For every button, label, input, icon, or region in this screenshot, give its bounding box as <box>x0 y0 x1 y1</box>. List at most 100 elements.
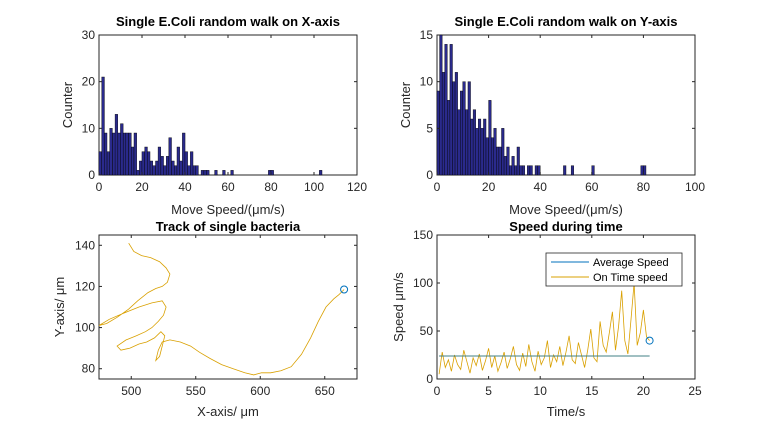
histogram-y-bar <box>483 118 487 176</box>
histogram-x-bar <box>319 170 323 176</box>
speed-legend: Average Speed On Time speed <box>545 252 683 287</box>
histogram-y-bar <box>506 146 510 176</box>
speed-ticks: 0 5 10 15 20 25 0 50 100 150 <box>413 228 702 398</box>
histogram-x-bar <box>203 170 207 176</box>
histogram-y-bar <box>475 128 479 176</box>
histogram-y-ticks: 0 20 40 60 80 100 0 5 10 15 <box>420 28 706 194</box>
histogram-x-bar <box>230 170 234 176</box>
histogram-x-bar <box>182 132 186 176</box>
speed-ylabel: Speed μm/s <box>391 272 406 342</box>
histogram-x-bars <box>98 76 323 176</box>
legend-average-speed-label: Average Speed <box>593 257 669 269</box>
track-xtick-label: 500 <box>121 384 141 398</box>
histogram-y-bar <box>454 72 458 176</box>
histogram-x-bar <box>190 151 194 176</box>
track-xlabel: X-axis/ μm <box>197 404 259 419</box>
histogram-y-bar <box>449 44 453 176</box>
histogram-x-bar <box>128 132 132 176</box>
histogram-x-bar <box>123 132 127 176</box>
histogram-y-bar <box>591 165 595 176</box>
histogram-y-bar <box>496 146 500 176</box>
histogram-x-bar <box>157 146 161 176</box>
histogram-x-xtick-label: 60 <box>221 180 235 194</box>
track-path-line <box>98 242 345 376</box>
histogram-y-bar <box>501 128 505 176</box>
histogram-y-panel: 0 20 40 60 80 100 0 5 10 15 Single E.Coli random … <box>398 14 705 217</box>
speed-xtick-label: 15 <box>585 384 599 398</box>
histogram-x-bar <box>179 160 183 176</box>
on-time-speed-line <box>438 282 650 375</box>
histogram-y-bar <box>488 100 492 176</box>
histogram-x-bar <box>163 165 167 176</box>
histogram-y-bar <box>516 146 520 176</box>
speed-xtick-label: 5 <box>485 384 492 398</box>
histogram-x-bar <box>104 132 108 176</box>
histogram-x-bar <box>200 170 204 176</box>
speed-plot <box>438 282 654 375</box>
legend-on-time-speed-label: On Time speed <box>593 272 668 284</box>
histogram-y-bar <box>457 109 461 176</box>
histogram-x-xtick-label: 100 <box>304 180 324 194</box>
histogram-x-bar <box>184 151 188 176</box>
histogram-x-bar <box>155 160 159 176</box>
histogram-y-bar <box>470 118 474 176</box>
histogram-y-bar <box>460 90 464 176</box>
histogram-x-xtick-label: 20 <box>135 180 149 194</box>
legend-box <box>545 252 683 287</box>
histogram-x-bar <box>176 146 180 176</box>
histogram-y-bar <box>537 165 541 176</box>
histogram-x-ytick-label: 30 <box>82 28 96 42</box>
histogram-x-bar <box>109 128 113 176</box>
histogram-y-bar <box>444 44 448 176</box>
histogram-y-xlabel: Move Speed/(μm/s) <box>509 202 623 217</box>
histogram-x-ytick-label: 20 <box>82 75 96 89</box>
histogram-x-bar <box>195 165 199 176</box>
histogram-y-bar <box>498 146 502 176</box>
histogram-x-bar <box>136 170 140 176</box>
histogram-y-bar <box>465 109 469 176</box>
track-xtick-label: 600 <box>250 384 270 398</box>
histogram-y-bar <box>485 137 489 176</box>
histogram-y-bars <box>436 34 647 176</box>
histogram-y-bar <box>452 81 456 176</box>
histogram-x-bar <box>101 76 105 176</box>
histogram-x-bar <box>114 114 118 176</box>
track-axes-box <box>98 234 358 380</box>
histogram-y-ytick-label: 5 <box>426 121 433 135</box>
histogram-y-bar <box>527 165 531 176</box>
histogram-y-bar <box>439 34 443 176</box>
histogram-x-xtick-label: 40 <box>178 180 192 194</box>
histogram-y-bar <box>447 100 451 176</box>
histogram-x-xtick-label: 0 <box>96 180 103 194</box>
histogram-y-bar <box>563 165 567 176</box>
histogram-x-bar <box>106 151 111 176</box>
histogram-y-bar <box>441 72 445 176</box>
histogram-x-bar <box>120 123 124 176</box>
histogram-x-bar <box>160 156 164 176</box>
track-ytick-label: 140 <box>75 238 95 252</box>
track-xtick-label: 650 <box>315 384 335 398</box>
histogram-y-xtick-label: 60 <box>585 180 599 194</box>
track-plot <box>98 242 349 376</box>
histogram-y-ytick-label: 10 <box>420 75 434 89</box>
speed-xtick-label: 20 <box>637 384 651 398</box>
histogram-y-xtick-label: 40 <box>534 180 548 194</box>
speed-xtick-label: 10 <box>534 384 548 398</box>
speed-ytick-label: 100 <box>413 276 433 290</box>
histogram-x-bar <box>214 170 218 176</box>
speed-ytick-label: 0 <box>426 372 433 386</box>
histogram-x-xtick-label: 80 <box>264 180 278 194</box>
track-title: Track of single bacteria <box>156 219 301 234</box>
histogram-y-bar <box>519 165 523 176</box>
speed-ytick-label: 150 <box>413 228 433 242</box>
histogram-x-title: Single E.Coli random walk on X-axis <box>116 14 340 29</box>
speed-title: Speed during time <box>509 219 622 234</box>
histogram-y-xtick-label: 80 <box>637 180 651 194</box>
speed-end-marker <box>645 336 654 345</box>
speed-xtick-label: 25 <box>688 384 702 398</box>
histogram-x-bar <box>125 132 129 176</box>
histogram-y-bar <box>467 81 471 176</box>
histogram-y-bar <box>570 165 574 176</box>
histogram-y-bar <box>509 165 513 176</box>
histogram-x-bar <box>222 170 226 176</box>
